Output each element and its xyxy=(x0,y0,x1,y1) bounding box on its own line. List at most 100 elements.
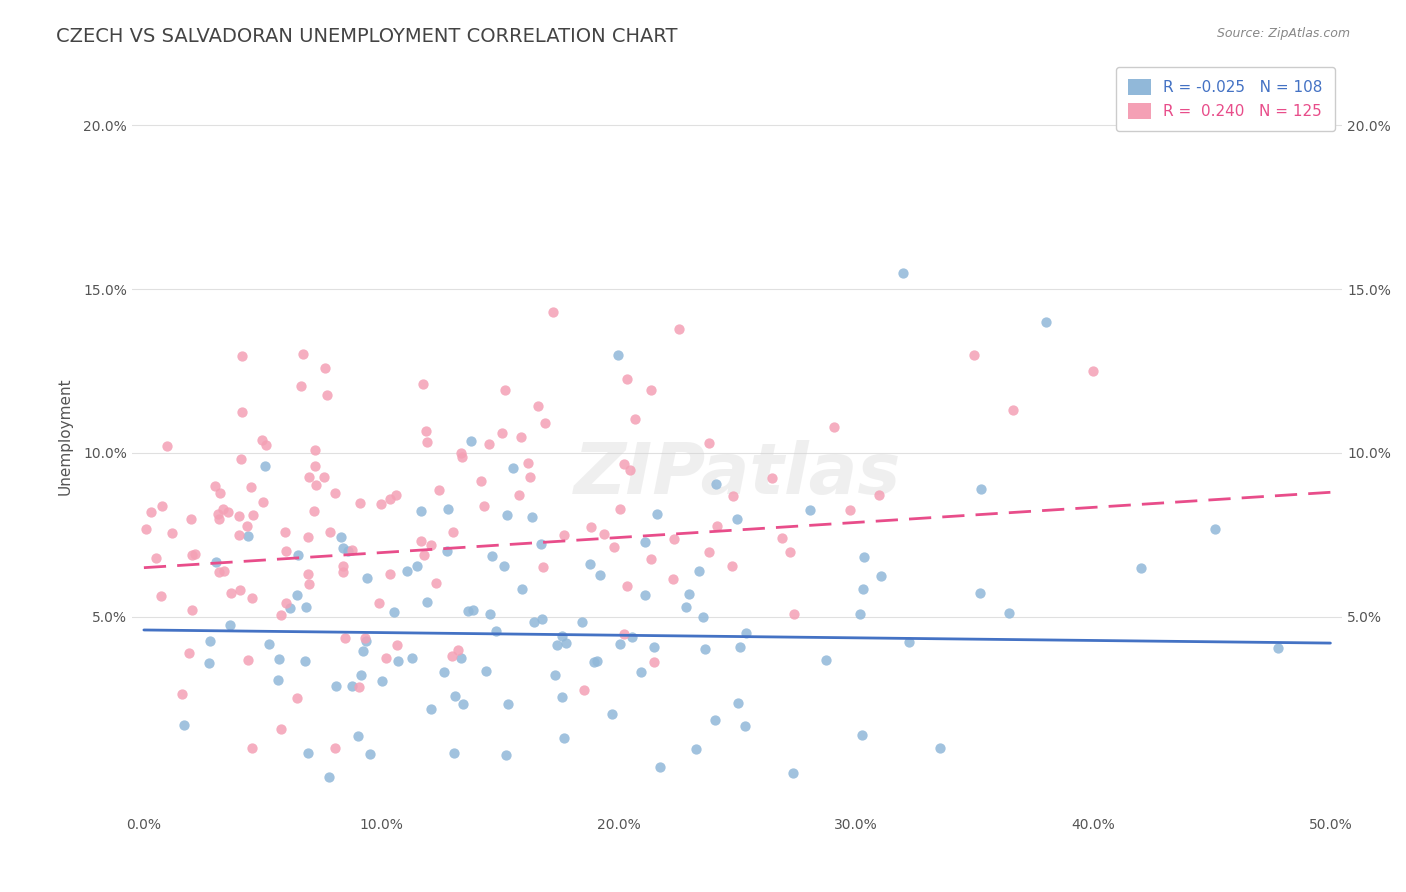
Salvadorans xyxy=(412,548,434,562)
Czechs xyxy=(643,640,665,655)
Salvadorans xyxy=(149,589,172,603)
Czechs xyxy=(436,502,458,516)
Salvadorans xyxy=(318,525,340,540)
Czechs xyxy=(371,674,394,689)
Salvadorans xyxy=(1081,364,1104,378)
Salvadorans xyxy=(450,450,472,464)
Czechs xyxy=(359,747,381,762)
Salvadorans xyxy=(323,741,346,756)
Czechs xyxy=(544,668,567,682)
Czechs xyxy=(634,588,657,602)
Czechs xyxy=(502,461,524,475)
Salvadorans xyxy=(180,511,202,525)
Czechs xyxy=(609,638,631,652)
Salvadorans xyxy=(783,607,806,622)
Salvadorans xyxy=(208,512,231,526)
Salvadorans xyxy=(412,377,434,392)
Salvadorans xyxy=(333,631,356,645)
Czechs xyxy=(530,612,553,626)
Salvadorans xyxy=(593,527,616,541)
Salvadorans xyxy=(177,646,200,660)
Czechs xyxy=(485,624,508,638)
Czechs xyxy=(582,655,605,669)
Czechs xyxy=(460,434,482,448)
Salvadorans xyxy=(274,524,297,539)
Salvadorans xyxy=(150,500,173,514)
Czechs xyxy=(285,588,308,602)
Salvadorans xyxy=(616,579,638,593)
Czechs xyxy=(474,664,496,678)
Czechs xyxy=(589,567,612,582)
Czechs xyxy=(870,569,893,583)
Czechs xyxy=(278,600,301,615)
Salvadorans xyxy=(181,549,204,563)
Salvadorans xyxy=(491,426,513,441)
Y-axis label: Unemployment: Unemployment xyxy=(58,377,72,495)
Salvadorans xyxy=(181,603,204,617)
Salvadorans xyxy=(534,417,557,431)
Czechs xyxy=(579,557,602,571)
Salvadorans xyxy=(472,499,495,513)
Salvadorans xyxy=(254,438,277,452)
Salvadorans xyxy=(527,400,550,414)
Salvadorans xyxy=(287,691,309,706)
Czechs xyxy=(849,607,872,622)
Salvadorans xyxy=(706,519,728,533)
Salvadorans xyxy=(304,459,326,474)
Czechs xyxy=(433,665,456,679)
Salvadorans xyxy=(553,528,575,542)
Czechs xyxy=(678,587,700,601)
Salvadorans xyxy=(640,383,662,397)
Salvadorans xyxy=(347,680,370,694)
Salvadorans xyxy=(612,627,634,641)
Czechs xyxy=(236,529,259,543)
Czechs xyxy=(523,615,546,629)
Czechs xyxy=(851,728,873,742)
Czechs xyxy=(853,549,876,564)
Czechs xyxy=(346,729,368,743)
Czechs xyxy=(443,746,465,760)
Czechs xyxy=(510,582,533,596)
Salvadorans xyxy=(385,487,408,501)
Czechs xyxy=(647,507,669,521)
Czechs xyxy=(287,548,309,562)
Salvadorans xyxy=(231,452,253,467)
Czechs xyxy=(450,650,472,665)
Czechs xyxy=(354,634,377,648)
Salvadorans xyxy=(207,507,229,521)
Czechs xyxy=(891,266,914,280)
Salvadorans xyxy=(697,436,720,450)
Salvadorans xyxy=(353,632,375,646)
Czechs xyxy=(325,680,347,694)
Czechs xyxy=(495,747,517,762)
Salvadorans xyxy=(204,479,226,493)
Salvadorans xyxy=(332,566,354,580)
Salvadorans xyxy=(839,503,862,517)
Czechs xyxy=(852,582,875,597)
Text: CZECH VS SALVADORAN UNEMPLOYMENT CORRELATION CHART: CZECH VS SALVADORAN UNEMPLOYMENT CORRELA… xyxy=(56,27,678,45)
Salvadorans xyxy=(314,360,336,375)
Czechs xyxy=(382,606,405,620)
Salvadorans xyxy=(242,591,264,605)
Czechs xyxy=(342,679,364,693)
Czechs xyxy=(998,606,1021,620)
Czechs xyxy=(219,618,242,632)
Salvadorans xyxy=(613,458,636,472)
Czechs xyxy=(352,644,374,658)
Czechs xyxy=(409,504,432,518)
Salvadorans xyxy=(868,488,890,502)
Salvadorans xyxy=(217,505,239,519)
Salvadorans xyxy=(616,372,638,386)
Salvadorans xyxy=(312,470,335,484)
Salvadorans xyxy=(228,509,250,524)
Czechs xyxy=(815,653,838,667)
Czechs xyxy=(451,697,474,711)
Salvadorans xyxy=(581,520,603,534)
Czechs xyxy=(496,508,519,522)
Salvadorans xyxy=(721,559,744,574)
Salvadorans xyxy=(385,638,408,652)
Czechs xyxy=(1267,641,1289,656)
Salvadorans xyxy=(425,576,447,591)
Salvadorans xyxy=(779,545,801,559)
Salvadorans xyxy=(823,419,845,434)
